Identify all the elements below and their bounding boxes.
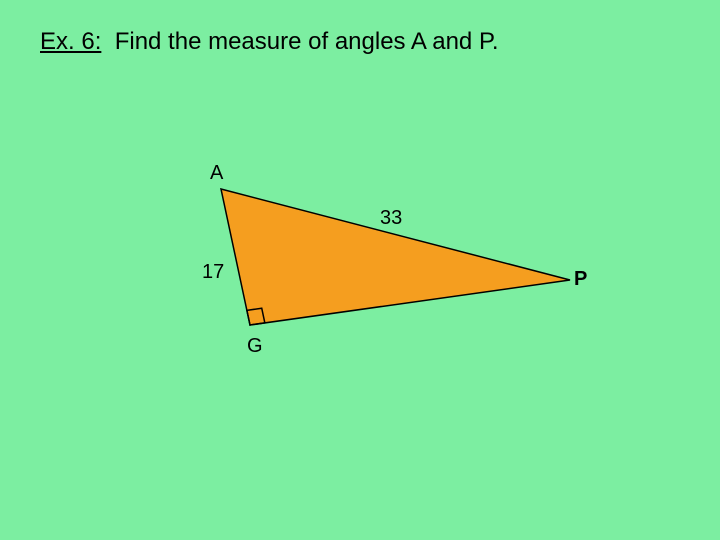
label-P: P bbox=[574, 268, 587, 291]
label-A: A bbox=[210, 162, 223, 185]
label-G: G bbox=[247, 335, 263, 358]
label-s33: 33 bbox=[380, 207, 402, 230]
slide: Ex. 6: Find the measure of angles A and … bbox=[0, 0, 720, 540]
triangle-diagram bbox=[0, 0, 720, 540]
label-s17: 17 bbox=[202, 261, 224, 284]
